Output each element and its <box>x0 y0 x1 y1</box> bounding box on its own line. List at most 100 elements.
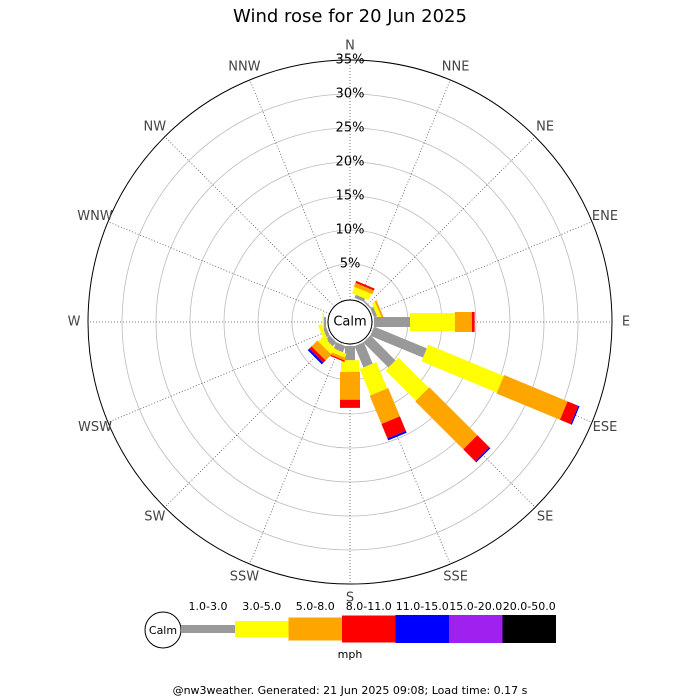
wind-bar <box>410 313 455 331</box>
wind-bar <box>454 312 472 332</box>
direction-label: SSE <box>443 569 468 584</box>
direction-label: WNW <box>77 209 113 224</box>
legend-calm-label: Calm <box>149 624 177 637</box>
ring-label: 20% <box>336 155 365 170</box>
wind-bar <box>475 447 491 463</box>
legend-swatch <box>181 625 235 633</box>
chart-title: Wind rose for 20 Jun 2025 <box>233 6 467 27</box>
wind-bar <box>353 282 374 295</box>
calm-circle <box>327 299 373 345</box>
legend-label: 20.0-50.0 <box>503 600 556 613</box>
wind-bar <box>387 430 407 441</box>
ring-label: 5% <box>340 257 361 272</box>
wind-bar <box>307 348 324 365</box>
footer: @nw3weather. Generated: 21 Jun 2025 09:0… <box>173 684 528 697</box>
bars: Calm <box>307 280 580 463</box>
wind-bar <box>318 324 329 343</box>
wind-bar <box>370 306 378 318</box>
wind-bar <box>355 280 375 291</box>
direction-label: ESE <box>593 420 618 435</box>
ring-label: 25% <box>336 121 365 136</box>
wind-bar <box>352 286 372 301</box>
grid: N NNE NE ENE E ESE SE SSE S SSW SW WSW W WNW NW NNW 5% 10… <box>68 39 631 606</box>
spoke <box>365 136 536 307</box>
legend-swatch <box>288 617 342 641</box>
legend-label: 8.0-11.0 <box>346 600 392 613</box>
wind-bar <box>340 399 360 408</box>
direction-label: NE <box>536 119 554 134</box>
direction-label: S <box>346 591 354 606</box>
direction-label: SSW <box>230 569 260 584</box>
wind-bar <box>354 342 373 368</box>
grid-ring <box>121 93 579 551</box>
calm-label: Calm <box>333 315 366 330</box>
legend-unit: mph <box>338 648 363 661</box>
legend-swatch <box>449 615 503 643</box>
wind-bar <box>374 317 411 327</box>
legend-swatch <box>342 615 396 643</box>
wind-bar <box>570 405 580 425</box>
wind-bar <box>341 360 359 372</box>
spoke <box>164 337 335 508</box>
wind-bar <box>374 300 385 320</box>
spoke <box>370 221 593 314</box>
legend-swatch <box>502 615 556 643</box>
spoke <box>107 221 330 314</box>
ring-label: 30% <box>336 87 365 102</box>
wind-bar <box>363 335 396 368</box>
wind-bar <box>359 362 388 396</box>
wind-bar <box>415 387 478 450</box>
legend-label: 15.0-20.0 <box>449 600 502 613</box>
direction-label: NW <box>144 119 167 134</box>
wind-bar <box>311 340 332 361</box>
wind-bar <box>559 401 579 425</box>
ring-label: 35% <box>336 53 365 68</box>
wind-bar <box>381 416 406 439</box>
legend-label: 5.0-8.0 <box>296 600 335 613</box>
grid-ring <box>223 195 477 449</box>
wind-bar <box>385 357 429 401</box>
wind-bar <box>371 301 382 320</box>
wind-bar <box>421 344 504 393</box>
wind-bar <box>325 335 337 347</box>
direction-label: NNE <box>442 60 470 75</box>
spoke <box>358 79 451 302</box>
wind-bar <box>333 342 346 353</box>
ring-label: 15% <box>336 189 365 204</box>
direction-label: SE <box>537 510 553 525</box>
spoke <box>107 330 330 423</box>
wind-bar <box>340 371 360 400</box>
direction-label: WSW <box>78 420 112 435</box>
direction-label: E <box>622 315 630 330</box>
legend-swatch <box>395 615 449 643</box>
wind-bar <box>322 313 324 331</box>
direction-label: W <box>68 315 81 330</box>
direction-label: NNW <box>228 60 260 75</box>
spoke <box>164 136 335 307</box>
legend-label: 3.0-5.0 <box>242 600 281 613</box>
direction-label: N <box>345 39 355 54</box>
direction-label: ENE <box>592 209 618 224</box>
legend-label: 1.0-3.0 <box>189 600 228 613</box>
grid-ring <box>87 59 613 585</box>
wind-bar <box>471 312 475 332</box>
legend-label: 11.0-15.0 <box>396 600 449 613</box>
wind-bar <box>463 435 490 462</box>
direction-label: SW <box>144 510 165 525</box>
wind-bar <box>323 317 326 327</box>
legend-swatch <box>235 621 289 637</box>
wind-bar <box>309 346 326 363</box>
wind-bar <box>345 346 355 361</box>
wind-bar <box>322 326 330 338</box>
wind-bar <box>363 300 372 309</box>
legend: Calm 1.0-3.0 3.0-5.0 5.0-8.0 8.0-11.0 11.0-15… <box>144 600 556 661</box>
ring-label: 10% <box>336 223 365 238</box>
wind-bar <box>369 388 400 425</box>
spoke <box>249 79 342 302</box>
wind-bar <box>318 336 336 354</box>
wind-bar <box>370 326 427 358</box>
wind-bar <box>496 375 568 420</box>
spoke <box>249 342 342 565</box>
wind-bar <box>354 294 366 302</box>
